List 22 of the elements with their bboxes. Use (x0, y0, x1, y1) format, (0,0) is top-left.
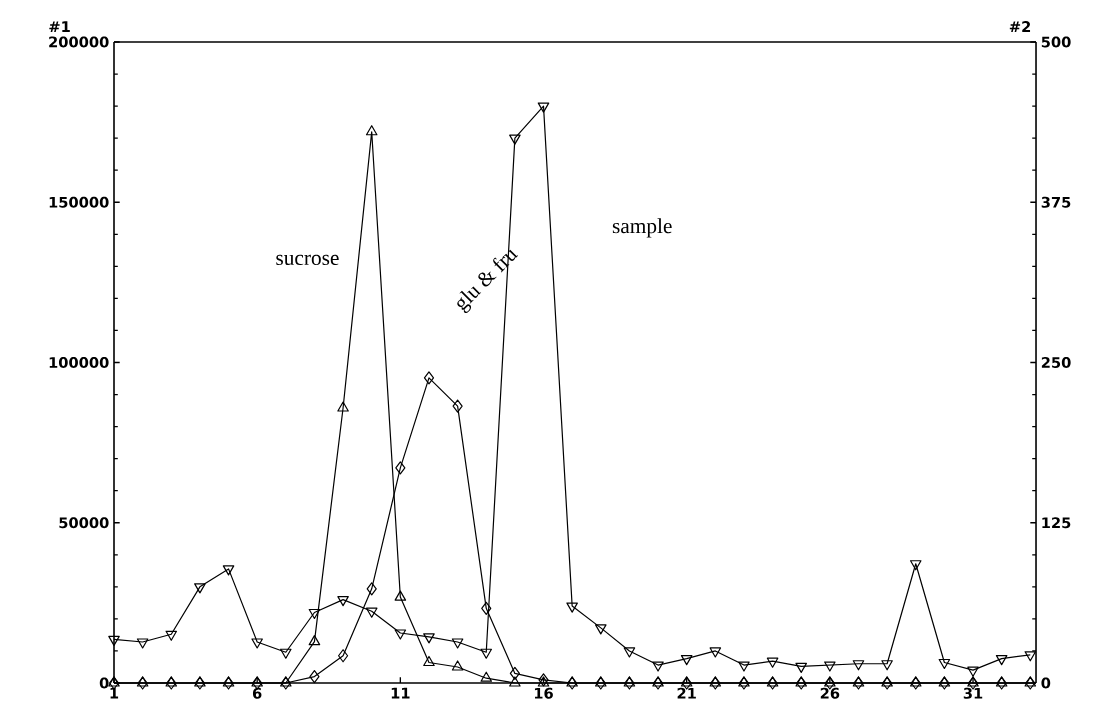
x-tick-label: 16 (534, 687, 553, 699)
annotation: sucrose (276, 254, 339, 266)
y2-tick-label: 375 (1041, 196, 1071, 208)
y-tick-label: 100000 (49, 356, 109, 369)
x-tick-label: 21 (677, 687, 696, 699)
x-tick-label: 31 (963, 687, 983, 699)
x-tick-label: 6 (252, 687, 262, 699)
annotation: sample (612, 218, 672, 238)
annotation: glu & fru (457, 249, 519, 314)
y2-tick-label: 0 (1041, 677, 1051, 689)
y-tick-label: 50000 (59, 517, 109, 529)
y-axis-title: #1 (49, 21, 70, 32)
y2-tick-label: 125 (1042, 517, 1071, 529)
y-tick-label: 0 (99, 677, 109, 689)
x-tick-label: 26 (820, 687, 840, 699)
x-tick-label: 11 (391, 687, 410, 699)
y2-axis-title: #2 (1009, 21, 1031, 32)
y2-tick-label: 250 (1041, 356, 1071, 369)
x-tick-label: 1 (110, 687, 119, 699)
y-tick-label: 150000 (49, 196, 109, 208)
y-tick-label: 200000 (49, 36, 109, 48)
y2-tick-label: 500 (1041, 36, 1071, 48)
